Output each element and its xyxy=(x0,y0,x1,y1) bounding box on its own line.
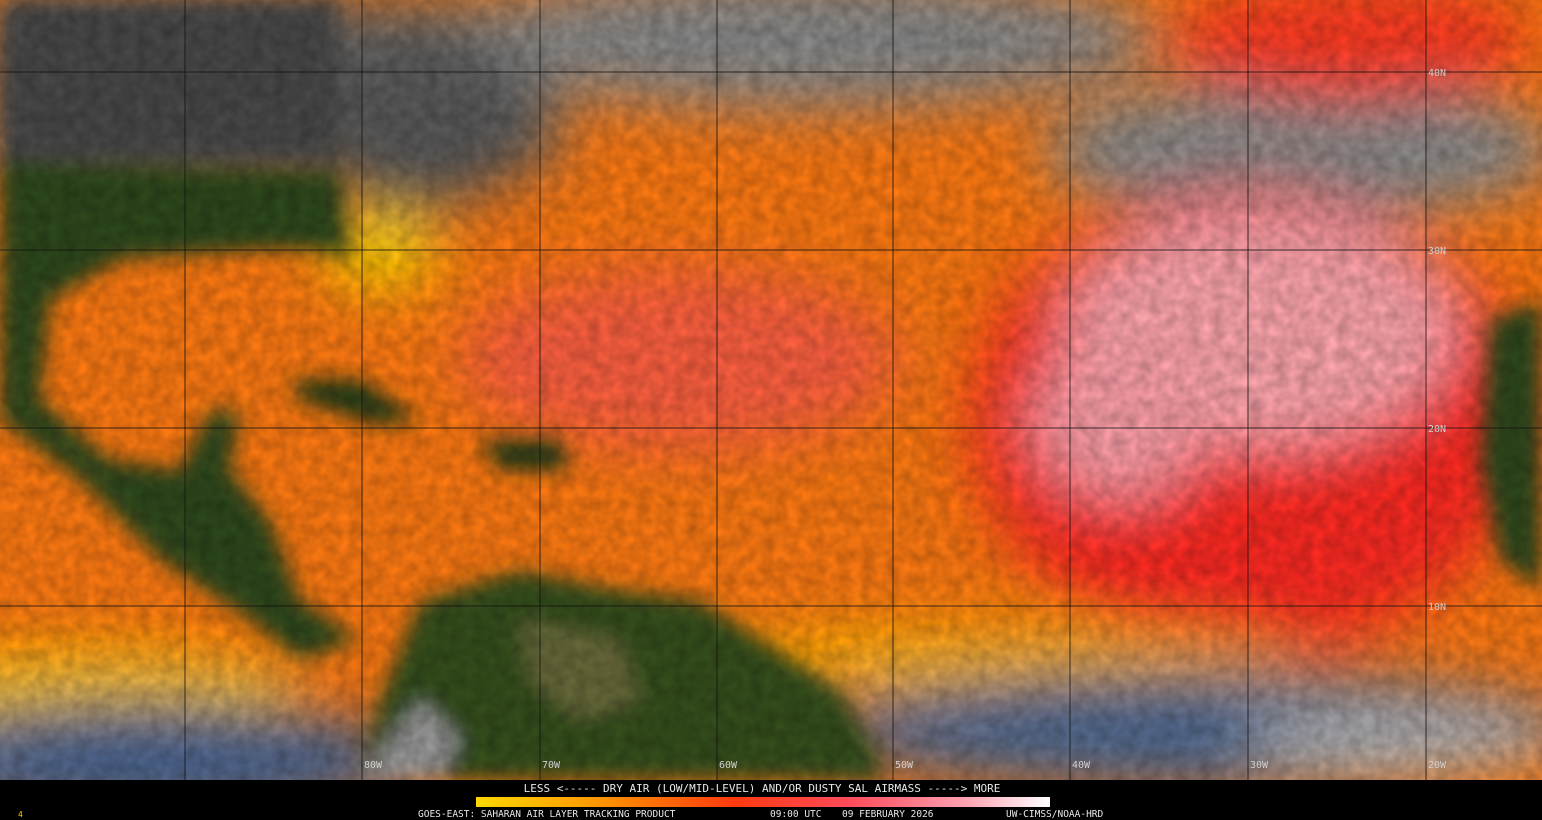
date: 09 FEBRUARY 2026 xyxy=(842,809,934,820)
time: 09:00 UTC xyxy=(770,809,821,820)
lon-label: 30W xyxy=(1250,760,1269,771)
corner-label: 4 xyxy=(18,810,23,819)
lat-label: 30N xyxy=(1428,246,1446,257)
color-bar xyxy=(476,797,1050,807)
lon-label: 20W xyxy=(1428,760,1447,771)
lat-label: 10N xyxy=(1428,602,1446,613)
lon-label: 60W xyxy=(719,760,738,771)
lat-label: 40N xyxy=(1428,68,1446,79)
lon-labels: 80W 70W 60W 50W 40W 30W 20W xyxy=(364,760,1447,771)
lon-label: 50W xyxy=(895,760,914,771)
lat-label: 20N xyxy=(1428,424,1446,435)
lon-label: 70W xyxy=(542,760,561,771)
legend-text: LESS <----- DRY AIR (LOW/MID-LEVEL) AND/… xyxy=(524,782,1001,795)
lon-label: 80W xyxy=(364,760,383,771)
credit: UW-CIMSS/NOAA-HRD xyxy=(1006,809,1104,820)
graticule xyxy=(0,0,1542,780)
lon-label: 40W xyxy=(1072,760,1091,771)
product-name: GOES-EAST: SAHARAN AIR LAYER TRACKING PR… xyxy=(418,809,676,820)
lat-labels: 40N 30N 20N 10N xyxy=(1428,68,1446,613)
